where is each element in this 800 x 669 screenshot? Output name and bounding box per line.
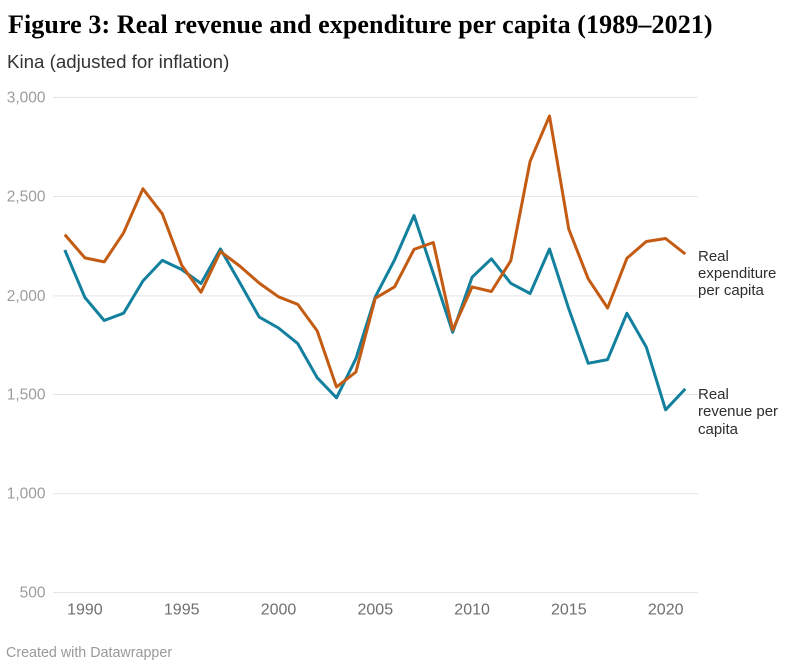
svg-text:2015: 2015: [551, 602, 587, 619]
svg-text:1,000: 1,000: [7, 486, 46, 503]
svg-text:2,000: 2,000: [7, 288, 46, 305]
svg-text:1995: 1995: [164, 602, 200, 619]
svg-text:2,500: 2,500: [7, 189, 46, 206]
svg-text:2000: 2000: [261, 602, 297, 619]
svg-text:3,000: 3,000: [7, 89, 46, 106]
svg-text:2020: 2020: [648, 602, 684, 619]
svg-text:2005: 2005: [358, 602, 394, 619]
svg-text:1990: 1990: [67, 602, 103, 619]
svg-text:1,500: 1,500: [7, 387, 46, 404]
svg-text:500: 500: [20, 585, 46, 602]
svg-text:2010: 2010: [454, 602, 490, 619]
